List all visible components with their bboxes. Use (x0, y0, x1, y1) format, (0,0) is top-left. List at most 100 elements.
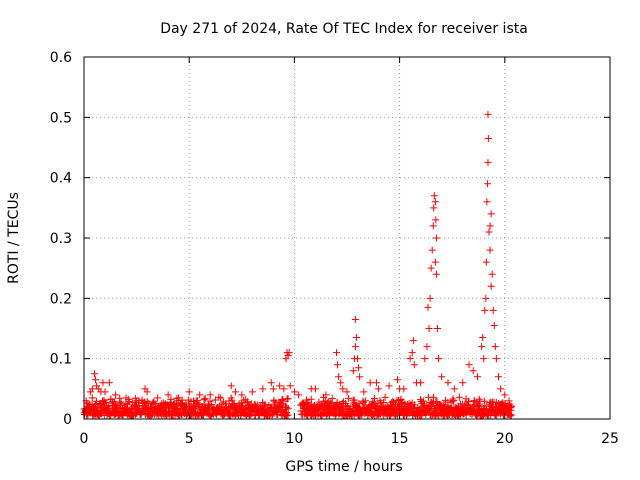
x-tick-label: 0 (80, 431, 89, 447)
data-point (92, 376, 100, 384)
data-point (304, 398, 312, 406)
data-point (290, 388, 298, 396)
data-point (469, 367, 477, 375)
y-tick-label: 0.6 (50, 50, 72, 66)
data-point (416, 396, 424, 404)
data-point (489, 306, 497, 314)
data-point (231, 388, 239, 396)
data-point (356, 412, 364, 420)
data-point (133, 397, 141, 405)
data-point (492, 355, 500, 363)
data-point (227, 382, 235, 390)
data-point (385, 382, 393, 390)
data-point (431, 198, 439, 206)
data-points (80, 110, 516, 420)
data-point (332, 349, 340, 357)
data-point (164, 391, 172, 399)
x-tick-label: 5 (185, 431, 194, 447)
data-point (450, 385, 458, 393)
data-point (444, 379, 452, 387)
x-tick-label: 15 (391, 431, 409, 447)
data-point (143, 388, 151, 396)
data-point (494, 373, 502, 381)
y-axis-label: ROTI / TECUs (6, 192, 22, 284)
data-point (505, 397, 513, 405)
data-point (380, 398, 388, 406)
data-point (432, 216, 440, 224)
data-point (251, 412, 259, 420)
data-point (143, 397, 151, 405)
data-point (217, 394, 225, 402)
data-point (339, 385, 347, 393)
data-point (125, 398, 133, 406)
data-point (430, 192, 438, 200)
data-point (478, 343, 486, 351)
data-point (497, 385, 505, 393)
data-point (328, 395, 336, 403)
data-point (335, 373, 343, 381)
data-point (247, 410, 255, 418)
x-axis-label: GPS time / hours (285, 459, 402, 475)
data-point (507, 411, 515, 419)
data-point (351, 343, 359, 351)
data-point (476, 400, 484, 408)
data-point (238, 391, 246, 399)
data-point (409, 337, 417, 345)
data-point (284, 411, 292, 419)
data-point (91, 370, 99, 378)
data-point (490, 321, 498, 329)
data-point (201, 395, 209, 403)
grid-lines (84, 57, 610, 419)
data-point (190, 404, 198, 412)
data-point (356, 373, 364, 381)
data-point (433, 397, 441, 405)
x-tick-label: 20 (496, 431, 514, 447)
data-point (410, 361, 418, 369)
y-tick-label: 0.3 (50, 231, 72, 247)
data-point (418, 412, 426, 420)
data-point (122, 394, 130, 402)
data-point (473, 373, 481, 381)
data-point (375, 385, 383, 393)
x-tick-label: 25 (601, 431, 619, 447)
data-point (479, 334, 487, 342)
data-point (101, 388, 109, 396)
data-point (429, 222, 437, 230)
y-tick-label: 0.2 (50, 291, 72, 307)
data-point (352, 334, 360, 342)
axis-ticks (83, 56, 611, 420)
data-point (485, 228, 493, 236)
data-point (372, 379, 380, 387)
data-point (154, 394, 162, 402)
data-point (92, 397, 100, 405)
data-point (421, 355, 429, 363)
data-point (487, 210, 495, 218)
data-point (129, 412, 137, 420)
data-point (278, 395, 286, 403)
data-point (484, 110, 492, 118)
data-point (360, 388, 368, 396)
data-point (104, 402, 112, 410)
x-tick-labels: 0 5 10 15 20 25 (80, 431, 619, 447)
data-point (465, 361, 473, 369)
data-point (345, 394, 353, 402)
data-point (280, 385, 288, 393)
data-point (501, 391, 509, 399)
data-point (400, 385, 408, 393)
data-point (295, 391, 303, 399)
data-point (449, 395, 457, 403)
data-point (486, 222, 494, 230)
data-point (206, 397, 214, 405)
data-point (426, 294, 434, 302)
data-point (349, 367, 357, 375)
data-point (355, 400, 363, 408)
data-point (459, 379, 467, 387)
data-point (102, 399, 110, 407)
data-point (417, 379, 425, 387)
data-point (428, 246, 436, 254)
data-point (423, 343, 431, 351)
data-point (88, 394, 96, 402)
data-point (269, 385, 277, 393)
data-point (284, 352, 292, 360)
y-tick-label: 0 (63, 412, 72, 428)
